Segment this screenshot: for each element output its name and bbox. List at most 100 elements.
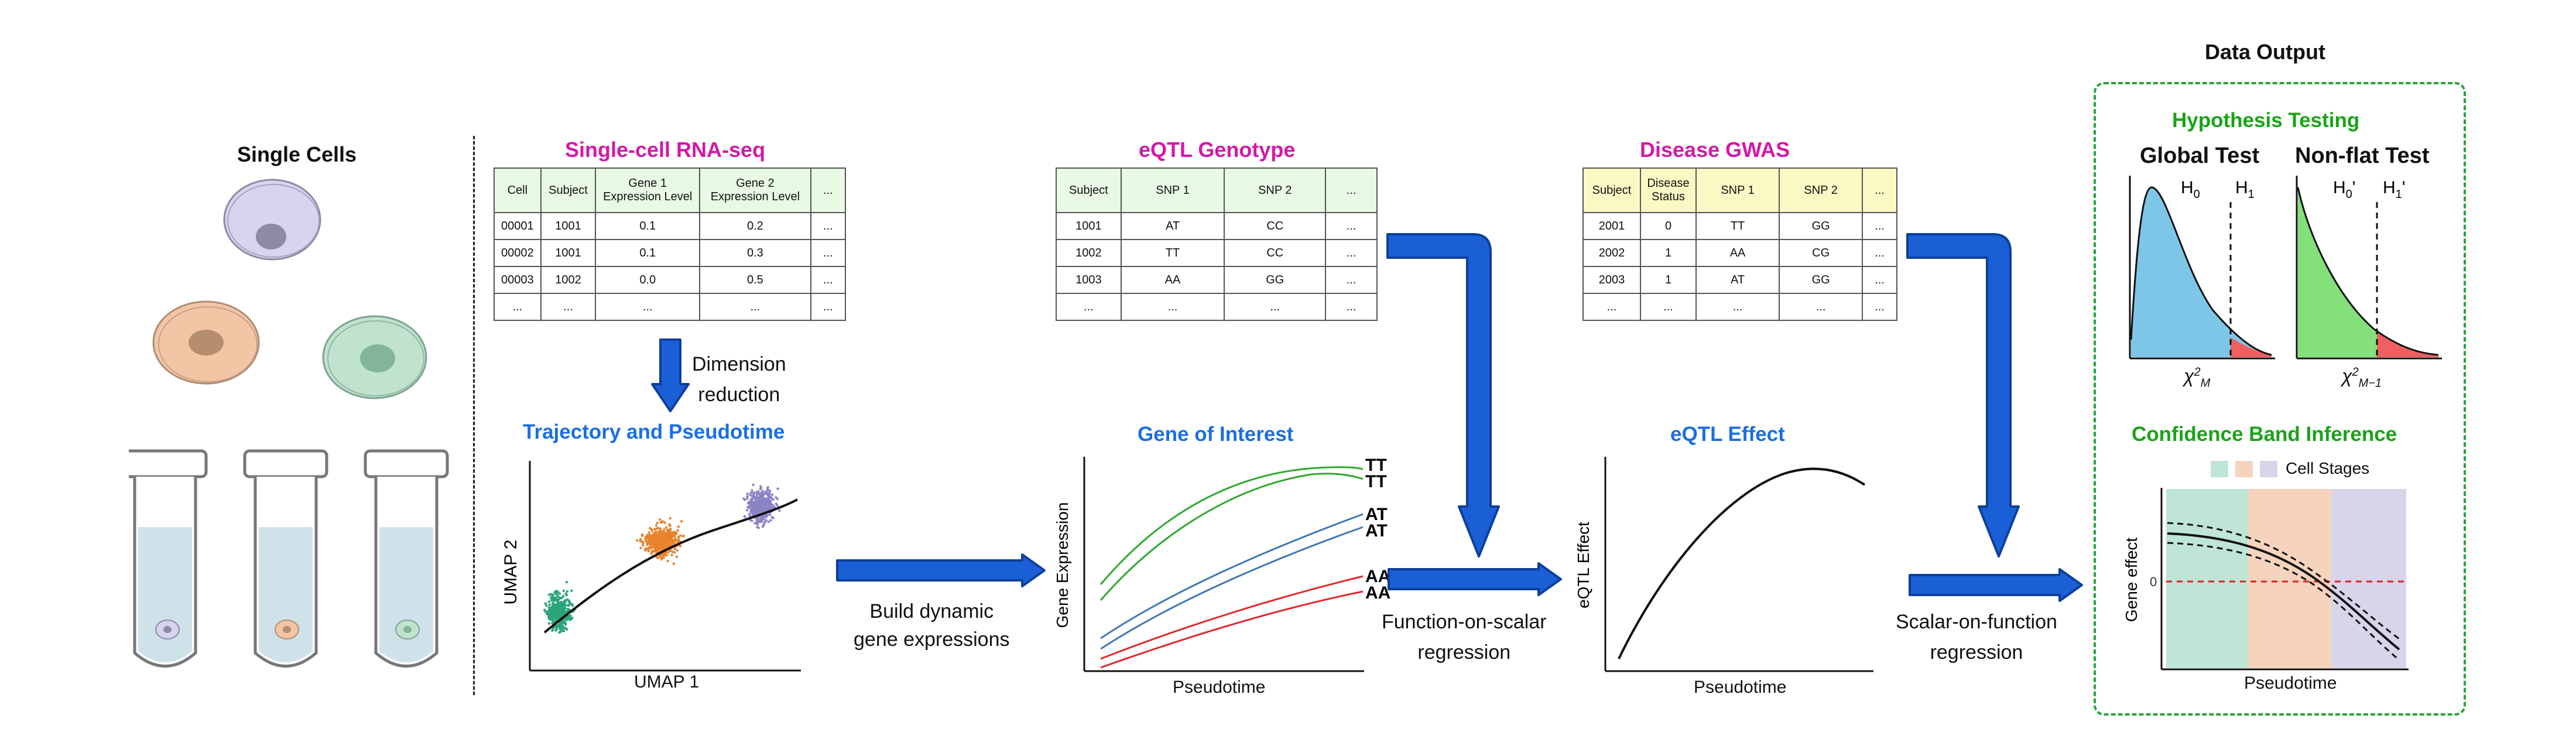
table-cell: ... — [1862, 212, 1897, 240]
table-cell: GG — [1779, 266, 1864, 294]
umap2-axis-label: UMAP 2 — [503, 539, 520, 604]
gene-expression-axis-label: Gene Expression — [1054, 502, 1071, 628]
table-header-cell: SNP 1 — [1120, 167, 1225, 213]
tt-curve-upper — [1099, 466, 1364, 585]
table-cell: ... — [494, 293, 542, 321]
table-cell: 1 — [1640, 266, 1697, 294]
h0-prime-label: H — [2333, 178, 2346, 197]
global-test-title: Global Test — [2140, 143, 2260, 168]
table-cell: 00002 — [494, 239, 542, 267]
svg-text:H0: H0 — [2181, 178, 2200, 201]
table-row: ............ — [1056, 293, 1378, 321]
umap1-axis-label: UMAP 1 — [634, 672, 700, 692]
chi2-m-label: χ2M — [2184, 365, 2211, 390]
disease-gwas-title: Disease GWAS — [1640, 138, 1790, 162]
orange-cell-icon — [152, 300, 260, 385]
table-cell: 1001 — [540, 212, 597, 240]
table-header-cell: Subject — [540, 167, 597, 213]
at-curve-upper — [1100, 513, 1364, 639]
table-cell: 0.1 — [595, 212, 700, 240]
single-cells-title: Single Cells — [237, 142, 357, 166]
band-pseudotime-label: Pseudotime — [2244, 673, 2337, 693]
table-cell: ... — [1862, 293, 1897, 321]
confidence-band-title: Confidence Band Inference — [2132, 423, 2397, 446]
scrna-title: Single-cell RNA-seq — [565, 138, 766, 162]
table-cell: ... — [1325, 212, 1378, 240]
tt-label: TT — [1365, 456, 1387, 475]
umap-points — [543, 483, 781, 634]
pseudotime-trajectory-curve — [543, 498, 798, 634]
table-cell: ... — [1224, 293, 1327, 321]
table-header-cell: ... — [1325, 167, 1378, 213]
purple-cell-icon — [223, 179, 321, 261]
pseudotime-axis-label: Pseudotime — [1173, 678, 1266, 697]
trajectory-title: Trajectory and Pseudotime — [523, 420, 785, 443]
table-cell: CG — [1779, 239, 1864, 267]
cell-stages-legend-label: Cell Stages — [2286, 459, 2370, 477]
svg-text:H1: H1 — [2235, 178, 2255, 201]
h0-label: H — [2181, 178, 2194, 197]
bent-arrow-icon — [1386, 233, 1500, 558]
table-cell: TT — [1120, 239, 1225, 267]
h1-subscript: 1 — [2248, 188, 2255, 201]
table-cell: ... — [1325, 239, 1378, 267]
bent-arrow-icon — [1906, 233, 2020, 558]
table-row: 2001 0 TT GG... — [1582, 212, 1897, 240]
table-cell: ... — [1779, 293, 1864, 321]
stage2-region — [2248, 489, 2331, 668]
test-tube-2-icon — [243, 449, 328, 668]
table-header-cell: ... — [1862, 167, 1897, 213]
table-cell: ... — [810, 239, 847, 267]
table-cell: 0.5 — [699, 266, 811, 294]
eqtl-effect-title: eQTL Effect — [1670, 423, 1785, 446]
table-header-cell: Subject — [1582, 167, 1642, 213]
eqtl-genotype-title: eQTL Genotype — [1139, 138, 1296, 162]
table-cell: 1 — [1640, 239, 1697, 267]
table-cell: 0.0 — [595, 266, 700, 294]
nonflat-test-title: Non-flat Test — [2295, 143, 2430, 168]
stage1-legend-swatch — [2211, 461, 2228, 477]
table-cell: TT — [1695, 212, 1780, 240]
table-row: 1003 AA GG... — [1056, 266, 1378, 294]
build-dynamic-label: Build dynamic gene expressions — [854, 600, 1010, 651]
eqtl-effect-curve — [1618, 467, 1866, 659]
gene-expression-plot: TT TT AT AT AA AA Gene Expression — [1054, 456, 1390, 672]
table-cell: 2003 — [1582, 266, 1642, 294]
aa-label: AA — [1365, 567, 1390, 586]
at-label: AT — [1365, 505, 1388, 524]
data-output-box — [2094, 82, 2466, 716]
table-cell: ... — [810, 293, 847, 321]
table-cell: GG — [1224, 266, 1327, 294]
eqtl-effect-plot: eQTL Effect — [1575, 457, 1873, 672]
table-header-cell: Subject — [1056, 167, 1122, 213]
estimate-line — [2167, 532, 2400, 651]
table-header-cell: SNP 2 — [1779, 167, 1864, 213]
green-cell-icon — [322, 315, 427, 399]
table-cell: 2001 — [1582, 212, 1642, 240]
table-cell: 00001 — [494, 212, 542, 240]
table-row: ............... — [494, 293, 847, 321]
data-output-title: Data Output — [2205, 40, 2325, 64]
table-row: ............... — [1582, 293, 1897, 321]
table-cell: 00003 — [494, 266, 542, 294]
table-header-cell: Gene 1 Expression Level — [595, 167, 700, 213]
trajectory-plot: UMAP 2 — [503, 461, 801, 672]
table-header-row: Subject Disease Status SNP 1 SNP 2 ... — [1582, 167, 1897, 213]
table-cell: AA — [1120, 266, 1225, 294]
table-header-cell: SNP 1 — [1695, 167, 1780, 213]
scalar-on-function-label: Scalar-on-function regression — [1896, 611, 2057, 664]
aa-curve-upper — [1100, 575, 1364, 660]
table-cell: 1002 — [540, 266, 597, 294]
upper-band-line — [2167, 522, 2400, 640]
table-row: 2003 1 AT GG... — [1582, 266, 1897, 294]
table-header-cell: Disease Status — [1640, 167, 1697, 213]
table-cell: CC — [1224, 212, 1327, 240]
table-header-cell: Gene 2 Expression Level — [699, 167, 811, 213]
right-arrow-icon — [1388, 562, 1562, 596]
h1-prime-label: H — [2383, 178, 2396, 197]
stage3-region — [2331, 489, 2406, 668]
table-cell: AT — [1695, 266, 1780, 294]
function-on-scalar-label: Function-on-scalar regression — [1382, 611, 1547, 664]
table-row: 2002 1 AA CG... — [1582, 239, 1897, 267]
table-cell: 1002 — [1056, 239, 1122, 267]
